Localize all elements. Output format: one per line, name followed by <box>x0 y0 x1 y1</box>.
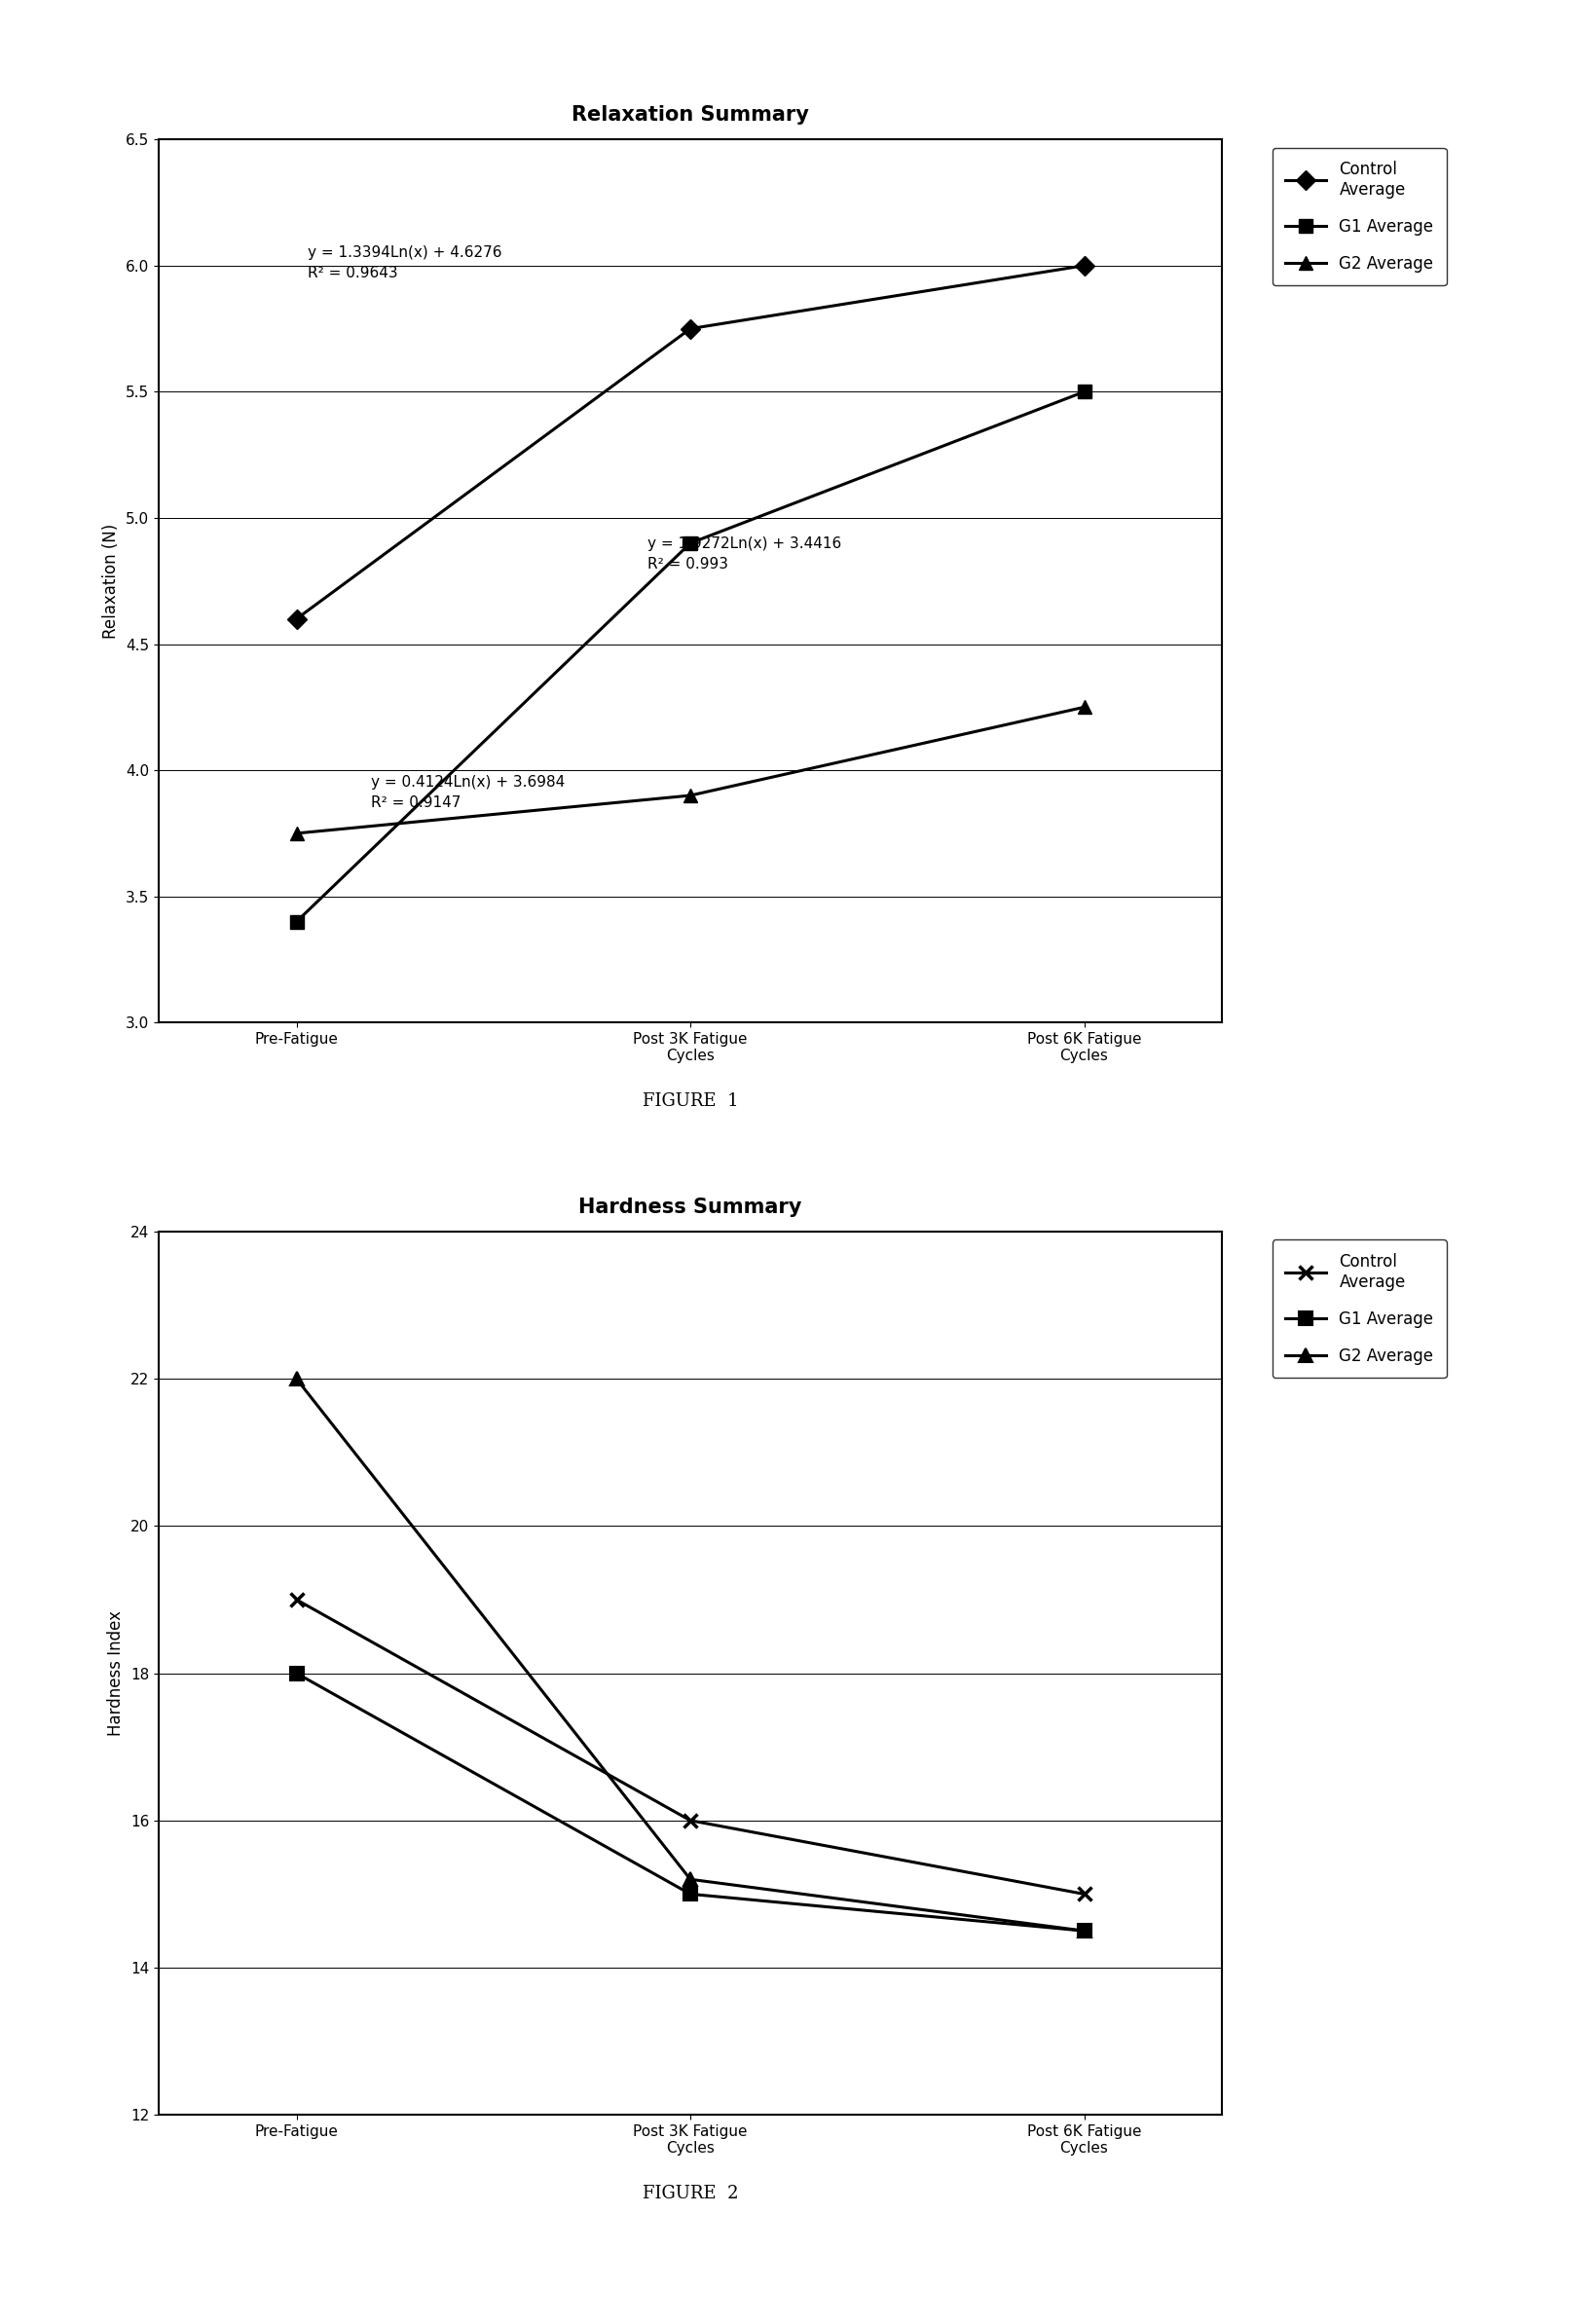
G1 Average <box>1074 379 1093 407</box>
Text: FIGURE  2: FIGURE 2 <box>643 2185 738 2203</box>
G2 Average <box>287 820 306 848</box>
G1 Average <box>287 909 306 937</box>
G1 Average <box>681 530 700 558</box>
Line: G1 Average: G1 Average <box>290 386 1090 927</box>
Control
Average <box>1074 1880 1093 1908</box>
Line: G2 Average: G2 Average <box>290 1371 1090 1938</box>
Legend: Control
Average, G1 Average, G2 Average: Control Average, G1 Average, G2 Average <box>1273 146 1447 286</box>
G2 Average <box>681 781 700 809</box>
Title: Hardness Summary: Hardness Summary <box>579 1197 801 1218</box>
G1 Average <box>681 1880 700 1908</box>
Line: Control
Average: Control Average <box>290 258 1090 625</box>
G1 Average <box>1074 1917 1093 1945</box>
G2 Average <box>287 1364 306 1392</box>
Control
Average <box>287 1585 306 1613</box>
Legend: Control
Average, G1 Average, G2 Average: Control Average, G1 Average, G2 Average <box>1273 1239 1447 1378</box>
Y-axis label: Relaxation (N): Relaxation (N) <box>103 523 121 639</box>
Control
Average <box>681 314 700 342</box>
Line: G1 Average: G1 Average <box>290 1666 1090 1938</box>
Line: Control
Average: Control Average <box>290 1592 1090 1901</box>
Text: FIGURE  1: FIGURE 1 <box>643 1092 738 1111</box>
Control
Average <box>681 1806 700 1834</box>
Text: y = 1.9272Ln(x) + 3.4416
R² = 0.993: y = 1.9272Ln(x) + 3.4416 R² = 0.993 <box>647 537 841 572</box>
Control
Average <box>287 604 306 632</box>
Control
Average <box>1074 251 1093 279</box>
G1 Average <box>287 1659 306 1687</box>
Title: Relaxation Summary: Relaxation Summary <box>571 105 809 125</box>
G2 Average <box>1074 693 1093 720</box>
Y-axis label: Hardness Index: Hardness Index <box>108 1611 125 1736</box>
G2 Average <box>681 1866 700 1894</box>
Text: y = 1.3394Ln(x) + 4.6276
R² = 0.9643: y = 1.3394Ln(x) + 4.6276 R² = 0.9643 <box>308 246 501 281</box>
Line: G2 Average: G2 Average <box>290 700 1090 839</box>
Text: y = 0.4124Ln(x) + 3.6984
R² = 0.9147: y = 0.4124Ln(x) + 3.6984 R² = 0.9147 <box>371 776 565 811</box>
G2 Average <box>1074 1917 1093 1945</box>
